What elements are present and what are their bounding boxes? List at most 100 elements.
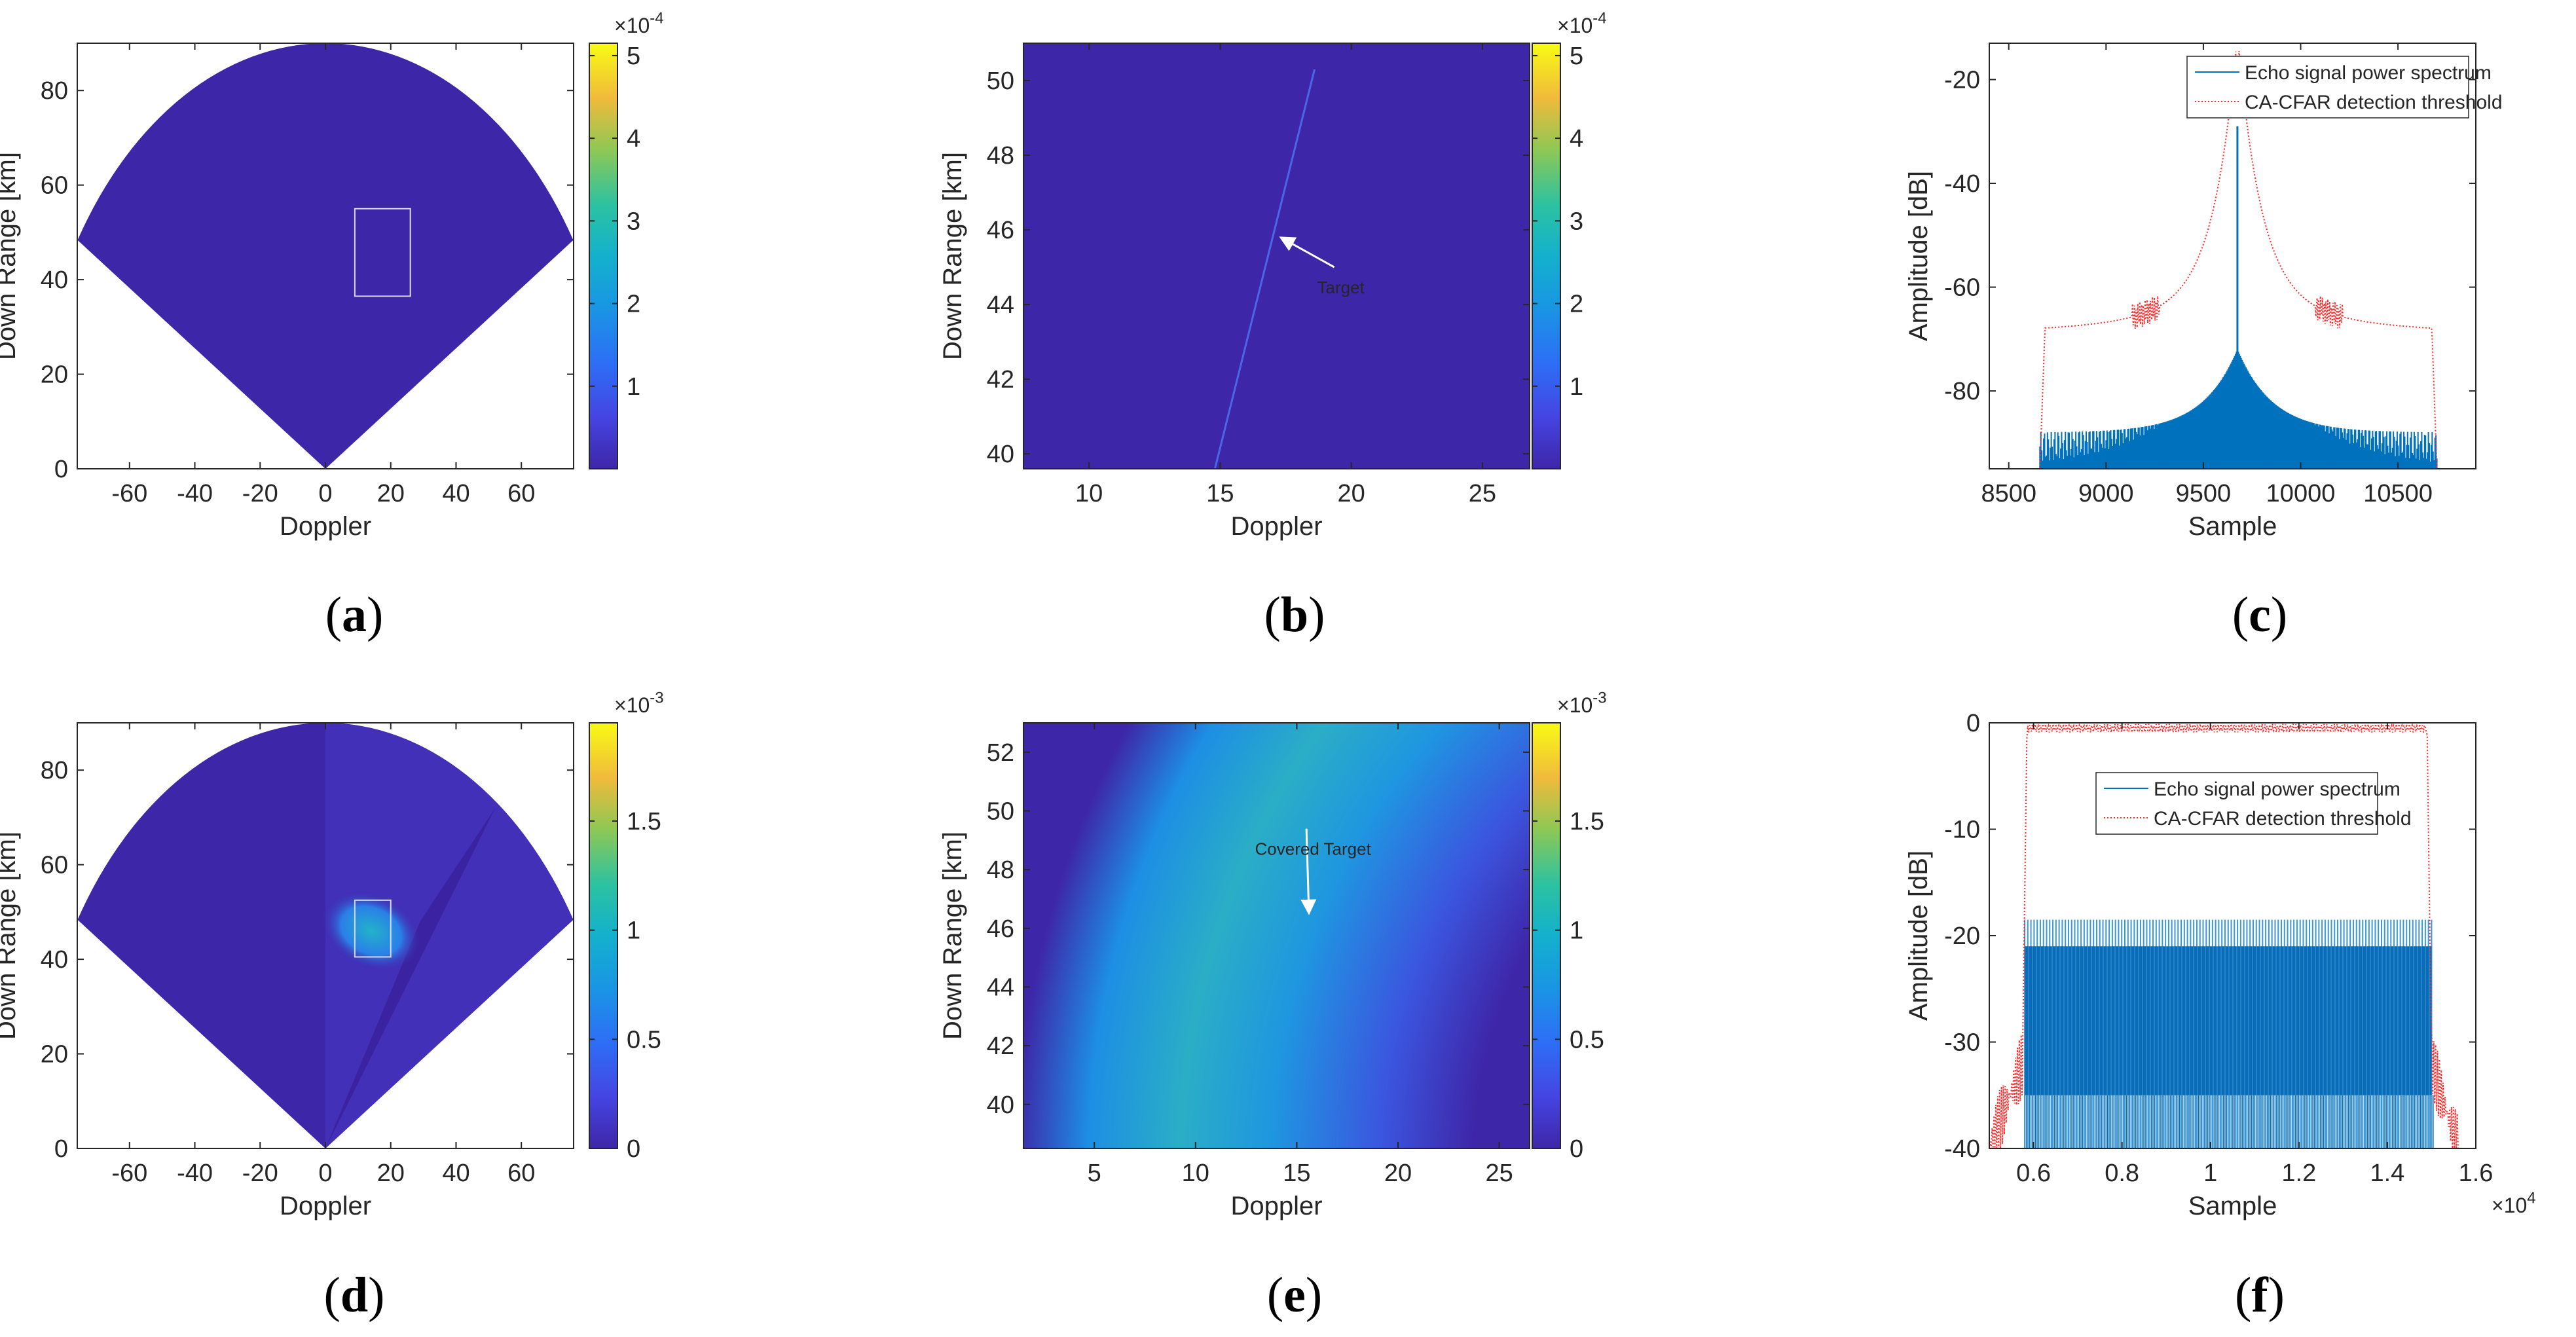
x-tick-label: 10 [1075,480,1103,507]
colorbar-tick-label: 5 [1570,43,1583,70]
x-tick-label: 0.8 [2105,1160,2139,1187]
panel-c: Echo signal power spectrum CA-CFAR detect… [1904,43,2503,642]
y-tick-label: 0 [54,1135,68,1163]
y-axis-label: Amplitude [dB] [1904,851,1933,1021]
echo-spectrum-series [2024,919,2434,1148]
legend-box [2186,56,2469,119]
y-axis-label: Down Range [km] [0,832,21,1040]
axes-frame [1023,722,1530,1149]
y-tick-label: -40 [1944,170,1980,198]
colorbar-tick-label: 1.5 [627,808,661,835]
highlight-box [354,899,392,958]
x-axis-label: Doppler [1230,512,1322,541]
covered-target-annotation-text: Covered Target [1255,839,1372,859]
colorbar-exponent: ×10-3 [614,689,664,717]
colorbar-exponent: ×10-4 [1557,10,1607,37]
y-tick-label: 20 [41,1041,68,1069]
colorbar-tick-label: 0.5 [627,1026,661,1053]
x-tick-label: 0.6 [2016,1160,2051,1187]
panel-a: -60 -40 -20 0 20 40 60 0 20 40 60 80 Doppler Down Ran… [0,10,664,642]
y-tick-label: 40 [41,946,68,974]
x-tick-label: 10500 [2363,480,2433,507]
y-tick-label: 48 [987,142,1014,170]
shadow-region [325,808,496,1148]
x-tick-label: 10 [1182,1160,1209,1187]
x-tick-label: -40 [177,1160,213,1187]
y-tick-label: 42 [987,1033,1014,1060]
y-tick-label: 60 [41,172,68,200]
y-tick-label: 80 [41,77,68,105]
y-tick-label: 20 [41,361,68,389]
x-tick-label: 15 [1283,1160,1310,1187]
highlight-box [354,208,411,297]
panel-d: -60 -40 -20 0 20 40 60 0 20 40 60 80 Doppler Down Ran… [0,689,664,1323]
legend: Echo signal power spectrum CA-CFAR detect… [2095,772,2412,835]
colorbar-exponent: ×10-4 [614,10,664,37]
x-tick-label: 20 [1338,480,1365,507]
x-tick-label: 40 [442,1160,469,1187]
x-tick-label: -60 [111,480,147,507]
y-tick-label: 0 [1966,710,1980,737]
x-tick-label: 10000 [2266,480,2336,507]
legend-echo-label: Echo signal power spectrum [2154,778,2401,800]
y-axis-label: Down Range [km] [938,152,967,360]
colorbar [1532,43,1561,469]
x-axis-label: Sample [2188,512,2277,541]
y-tick-label: 52 [987,739,1014,767]
covered-target-annotation-arrow [1300,828,1317,915]
panel-label: (b) [1264,587,1325,642]
colorbar-tick-label: 2 [1570,291,1583,318]
colorbar [1532,722,1561,1149]
x-tick-label: 20 [377,480,405,507]
y-axis-label: Amplitude [dB] [1904,171,1933,341]
y-tick-label: 40 [41,266,68,294]
legend-box [2095,772,2378,835]
y-tick-label: -20 [1944,66,1980,94]
x-tick-label: 25 [1469,480,1496,507]
y-tick-label: 50 [987,797,1014,825]
legend-threshold-label: CA-CFAR detection threshold [2154,808,2412,830]
legend-echo-label: Echo signal power spectrum [2245,62,2492,84]
x-axis-label: Sample [2188,1192,2277,1220]
echo-spectrum-series [2039,126,2438,469]
colorbar-tick-label: 3 [1570,208,1583,235]
y-tick-label: 50 [987,67,1014,95]
y-tick-label: 48 [987,856,1014,884]
x-tick-label: 1.6 [2459,1160,2493,1187]
colorbar-tick-label: 1.5 [1570,808,1604,835]
colorbar-tick-label: 3 [627,208,640,235]
colorbar-tick-label: 2 [627,291,640,318]
x-tick-label: 20 [377,1160,405,1187]
y-tick-label: 0 [54,456,68,483]
y-tick-label: 46 [987,915,1014,943]
x-tick-label: 60 [507,480,535,507]
y-tick-label: -40 [1944,1135,1980,1163]
covered-target-blob [321,890,422,972]
colorbar [589,43,618,469]
x-tick-label: -20 [242,1160,278,1187]
panel-label: (e) [1267,1268,1322,1323]
y-tick-label: 40 [987,1091,1014,1119]
heatmap-image [1023,43,1530,469]
x-tick-label: -20 [242,480,278,507]
y-tick-label: 40 [987,441,1014,468]
colorbar-tick-label: 1 [627,917,640,945]
panel-label: (d) [324,1268,385,1323]
legend-threshold-label: CA-CFAR detection threshold [2245,92,2503,113]
colorbar-tick-label: 4 [1570,125,1583,153]
x-tick-label: 40 [442,480,469,507]
colorbar-tick-label: 0.5 [1570,1026,1604,1053]
colorbar-exponent: ×10-3 [1557,689,1607,717]
panel-label: (a) [325,587,384,642]
target-annotation-text: Target [1317,278,1365,297]
x-tick-label: 1.2 [2281,1160,2316,1187]
legend: Echo signal power spectrum CA-CFAR detect… [2186,56,2503,119]
x-tick-label: 60 [507,1160,535,1187]
colorbar-tick-label: 1 [1570,373,1583,401]
x-tick-label: 1.4 [2370,1160,2404,1187]
x-tick-label: 0 [318,480,332,507]
x-axis-label: Doppler [280,512,371,541]
range-doppler-sector [77,43,574,469]
x-tick-label: 20 [1384,1160,1412,1187]
